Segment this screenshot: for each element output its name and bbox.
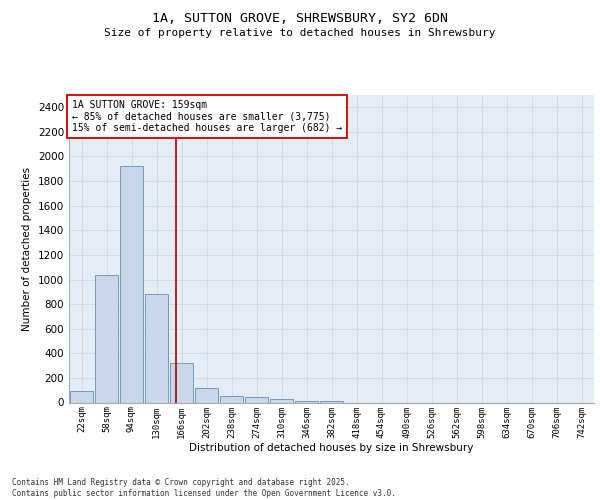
Bar bbox=[70, 392, 94, 402]
Bar bbox=[220, 396, 244, 402]
Y-axis label: Number of detached properties: Number of detached properties bbox=[22, 166, 32, 331]
X-axis label: Distribution of detached houses by size in Shrewsbury: Distribution of detached houses by size … bbox=[190, 443, 473, 453]
Bar bbox=[194, 388, 218, 402]
Bar bbox=[145, 294, 169, 403]
Text: Size of property relative to detached houses in Shrewsbury: Size of property relative to detached ho… bbox=[104, 28, 496, 38]
Text: 1A SUTTON GROVE: 159sqm
← 85% of detached houses are smaller (3,775)
15% of semi: 1A SUTTON GROVE: 159sqm ← 85% of detache… bbox=[71, 100, 342, 133]
Bar bbox=[95, 275, 118, 402]
Bar bbox=[170, 362, 193, 403]
Bar bbox=[269, 399, 293, 402]
Bar bbox=[295, 400, 319, 402]
Bar bbox=[245, 397, 268, 402]
Bar bbox=[119, 166, 143, 402]
Text: 1A, SUTTON GROVE, SHREWSBURY, SY2 6DN: 1A, SUTTON GROVE, SHREWSBURY, SY2 6DN bbox=[152, 12, 448, 26]
Text: Contains HM Land Registry data © Crown copyright and database right 2025.
Contai: Contains HM Land Registry data © Crown c… bbox=[12, 478, 396, 498]
